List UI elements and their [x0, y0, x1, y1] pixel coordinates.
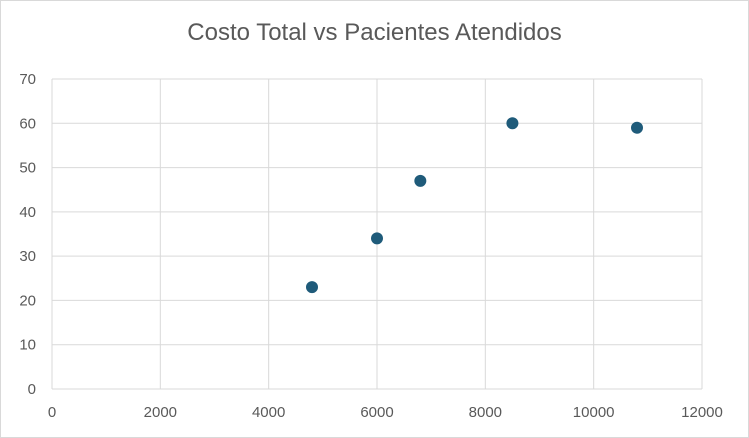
x-tick-label: 2000: [144, 404, 177, 421]
y-tick-label: 30: [19, 248, 36, 265]
x-tick-label: 4000: [252, 404, 285, 421]
x-tick-label: 6000: [360, 404, 393, 421]
y-tick-label: 70: [19, 71, 36, 88]
data-point: [414, 174, 427, 187]
x-tick-label: 8000: [469, 404, 502, 421]
data-point: [506, 117, 519, 130]
data-point: [631, 121, 643, 134]
y-tick-label: 50: [19, 160, 36, 177]
x-tick-label: 12000: [681, 404, 723, 421]
x-tick-label: 0: [48, 404, 56, 421]
y-tick-label: 20: [19, 292, 36, 309]
y-tick-label: 60: [19, 115, 36, 132]
data-point: [306, 281, 318, 294]
x-tick-label: 10000: [573, 404, 615, 421]
y-tick-label: 0: [28, 381, 36, 398]
data-point: [371, 232, 383, 245]
y-tick-label: 10: [19, 337, 36, 354]
chart-title: Costo Total vs Pacientes Atendidos: [187, 19, 562, 46]
y-tick-label: 40: [19, 204, 36, 221]
